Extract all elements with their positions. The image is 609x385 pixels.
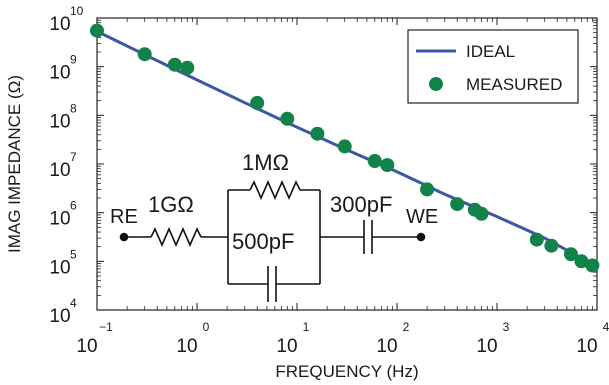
- y-tick-label: 10: [49, 14, 70, 35]
- x-tick-exponent: −1: [99, 320, 113, 334]
- x-tick-label: 10: [476, 336, 497, 357]
- measured-point: [450, 197, 465, 212]
- resistor-1m-label: 1MΩ: [242, 150, 289, 175]
- measured-point: [574, 254, 589, 269]
- axis-ticks: [96, 17, 598, 311]
- measured-point: [180, 60, 195, 75]
- measured-point: [529, 232, 544, 247]
- re-label: RE: [110, 206, 138, 228]
- x-tick-label: 10: [76, 336, 97, 357]
- measured-point: [564, 247, 578, 262]
- y-tick-label: 10: [49, 257, 70, 278]
- measured-point: [337, 139, 352, 154]
- measured-point: [167, 57, 182, 72]
- measured-series-points: [90, 23, 600, 273]
- measured-point: [250, 95, 265, 110]
- y-tick-label: 10: [49, 63, 70, 84]
- resistor-1g-label: 1GΩ: [148, 192, 194, 217]
- x-tick-label: 10: [376, 336, 397, 357]
- measured-point: [90, 23, 104, 38]
- legend-measured-label: MEASURED: [466, 75, 562, 94]
- axis-tick-labels: 10−1100101102103104104105106107108109101…: [49, 4, 609, 357]
- measured-point: [280, 111, 295, 126]
- y-tick-label: 10: [49, 160, 70, 181]
- y-tick-exponent: 10: [70, 4, 84, 18]
- y-tick-exponent: 8: [70, 101, 77, 115]
- legend-measured-swatch: [429, 77, 443, 91]
- x-tick-exponent: 4: [603, 320, 609, 334]
- capacitor-500pf-label: 500pF: [232, 229, 294, 254]
- we-label: WE: [406, 206, 438, 228]
- measured-point: [474, 206, 489, 221]
- x-tick-label: 10: [176, 336, 197, 357]
- equivalent-circuit: RE 1GΩ 1MΩ 500pF 300pF WE: [110, 150, 438, 302]
- x-tick-label: 10: [576, 336, 597, 357]
- y-tick-exponent: 7: [70, 150, 77, 164]
- measured-point: [137, 47, 152, 62]
- y-tick-exponent: 4: [70, 296, 77, 310]
- measured-point: [310, 126, 325, 141]
- y-tick-exponent: 9: [70, 53, 77, 67]
- x-axis-label: FREQUENCY (Hz): [275, 362, 418, 381]
- we-terminal: [416, 232, 426, 242]
- resistor-1g: [150, 227, 202, 247]
- x-tick-exponent: 2: [403, 320, 410, 334]
- x-tick-exponent: 0: [203, 320, 210, 334]
- resistor-1m: [249, 180, 301, 200]
- legend: IDEAL MEASURED: [407, 29, 579, 104]
- x-tick-label: 10: [276, 336, 297, 357]
- measured-point: [380, 158, 395, 173]
- legend-ideal-label: IDEAL: [466, 42, 515, 61]
- measured-point: [367, 154, 382, 168]
- x-tick-exponent: 1: [303, 320, 310, 334]
- capacitor-300pf-label: 300pF: [330, 192, 392, 217]
- measured-point: [585, 258, 600, 273]
- x-tick-exponent: 3: [503, 320, 510, 334]
- measured-point: [420, 182, 435, 197]
- y-axis-label: IMAG IMPEDANCE (Ω): [5, 75, 24, 253]
- y-tick-label: 10: [49, 306, 70, 327]
- y-tick-label: 10: [49, 111, 70, 132]
- measured-point: [544, 238, 559, 253]
- y-tick-label: 10: [49, 209, 70, 230]
- y-tick-exponent: 5: [70, 247, 77, 261]
- y-tick-exponent: 6: [70, 199, 77, 213]
